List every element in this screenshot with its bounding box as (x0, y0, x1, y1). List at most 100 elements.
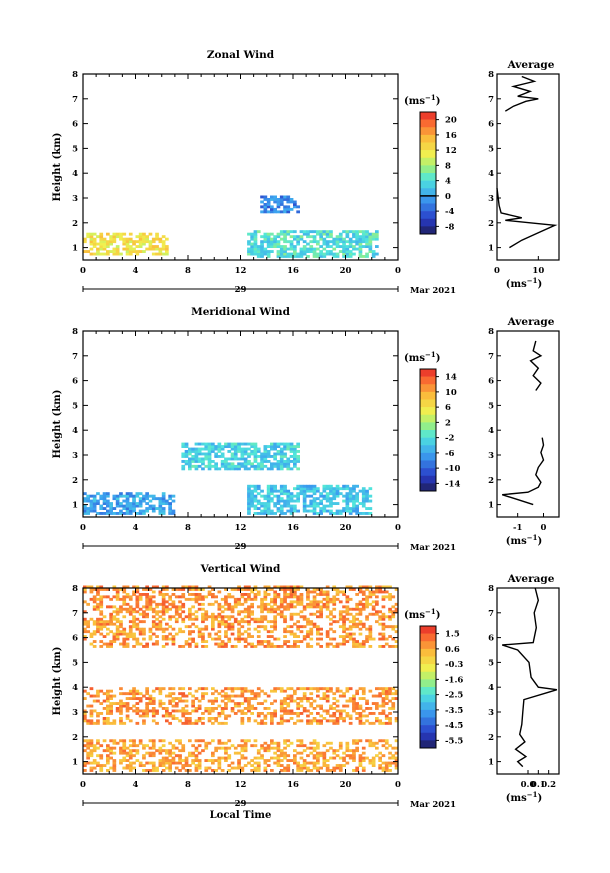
heatmap-cell (99, 507, 104, 510)
heatmap-cell (148, 702, 153, 705)
heatmap-cell (250, 635, 254, 638)
heatmap-cell (286, 712, 291, 715)
heatmap-cell (293, 252, 297, 256)
heatmap-cell (293, 645, 297, 648)
heatmap-cell (322, 709, 327, 713)
heatmap-cell (224, 460, 228, 463)
avg-y-tick-label: 6 (488, 120, 494, 130)
heatmap-cell (243, 744, 248, 748)
heatmap-cell (263, 457, 268, 461)
heatmap-cell (319, 637, 323, 641)
heatmap-cell (394, 689, 399, 693)
heatmap-cell (188, 764, 192, 767)
heatmap-cell (342, 759, 346, 762)
avg-y-tick-label: 4 (488, 169, 494, 179)
heatmap-cell (286, 445, 291, 448)
heatmap-cell (368, 632, 373, 636)
heatmap-cell (352, 709, 356, 713)
colorbar-segment (420, 180, 436, 189)
heatmap-cell (145, 237, 149, 241)
heatmap-cell (237, 764, 241, 767)
heatmap-cell (138, 593, 143, 596)
heatmap-cell (227, 602, 232, 606)
heatmap-cell (381, 754, 386, 758)
heatmap-cell (276, 507, 281, 510)
heatmap-cell (296, 585, 300, 589)
heatmap-cell (194, 645, 199, 648)
colorbar-unit: (ms−1) (404, 93, 440, 108)
x-tick-label: 4 (133, 523, 139, 533)
heatmap-cell (92, 632, 97, 636)
heatmap-cell (230, 457, 235, 461)
heatmap-cell (178, 607, 182, 611)
heatmap-cell (161, 607, 166, 611)
heatmap-cell (92, 502, 97, 505)
heatmap-cell (168, 637, 172, 641)
heatmap-cell (273, 699, 277, 703)
heatmap-cell (138, 709, 143, 713)
heatmap-cell (227, 699, 232, 703)
heatmap-cell (378, 585, 382, 589)
heatmap-cell (316, 247, 320, 251)
heatmap-cell (270, 207, 274, 211)
heatmap-cell (92, 746, 97, 750)
heatmap-cell (266, 712, 271, 715)
heatmap-cell (99, 754, 104, 758)
heatmap-cell (237, 702, 241, 705)
heatmap-cell (371, 237, 376, 241)
heatmap-cell (151, 719, 156, 723)
heatmap-cell (99, 756, 104, 760)
heatmap-cell (112, 605, 117, 609)
heatmap-cell (142, 232, 146, 236)
heatmap-cell (151, 585, 156, 589)
heatmap-cell (109, 697, 113, 700)
heatmap-cell (283, 707, 287, 710)
heatmap-cell (348, 721, 353, 725)
heatmap-cell (207, 766, 212, 770)
heatmap-cell (155, 625, 159, 629)
heatmap-cell (224, 630, 228, 634)
heatmap-cell (188, 462, 192, 466)
heatmap-cell (240, 625, 245, 629)
heatmap-cell (355, 717, 359, 720)
heatmap-cell (335, 709, 340, 713)
heatmap-cell (125, 245, 130, 248)
heatmap-cell (293, 600, 297, 604)
heatmap-cell (135, 637, 140, 641)
heatmap-cell (194, 585, 199, 589)
heatmap-cell (115, 235, 120, 239)
heatmap-cell (217, 746, 222, 750)
heatmap-cell (348, 714, 353, 718)
x-tick-label: 0 (80, 523, 86, 533)
heatmap-cell (83, 635, 87, 638)
heatmap-cell (296, 492, 300, 496)
heatmap-cell (263, 452, 268, 456)
heatmap-cell (250, 247, 254, 251)
heatmap-cell (342, 704, 346, 708)
heatmap-cell (138, 697, 143, 700)
heatmap-cell (155, 642, 159, 646)
heatmap-cell (279, 455, 284, 458)
heatmap-cell (224, 635, 228, 638)
heatmap-cell (145, 751, 149, 755)
heatmap-cell (99, 237, 104, 241)
heatmap-cell (283, 255, 287, 258)
heatmap-cell (361, 692, 366, 696)
colorbar-segment (420, 709, 436, 718)
heatmap-cell (217, 637, 222, 641)
heatmap-cell (329, 489, 333, 493)
heatmap-cell (309, 741, 314, 745)
heatmap-cell (358, 756, 363, 760)
heatmap-cell (247, 497, 251, 501)
heatmap-cell (263, 645, 268, 648)
heatmap-cell (132, 250, 136, 253)
heatmap-cell (115, 247, 120, 251)
heatmap-cell (155, 612, 159, 616)
heatmap-cell (125, 507, 130, 510)
heatmap-cell (316, 588, 320, 591)
heatmap-cell (142, 242, 146, 246)
heatmap-cell (348, 255, 353, 258)
heatmap-cell (384, 739, 389, 743)
heatmap-cell (276, 467, 281, 471)
heatmap-cell (250, 605, 254, 609)
